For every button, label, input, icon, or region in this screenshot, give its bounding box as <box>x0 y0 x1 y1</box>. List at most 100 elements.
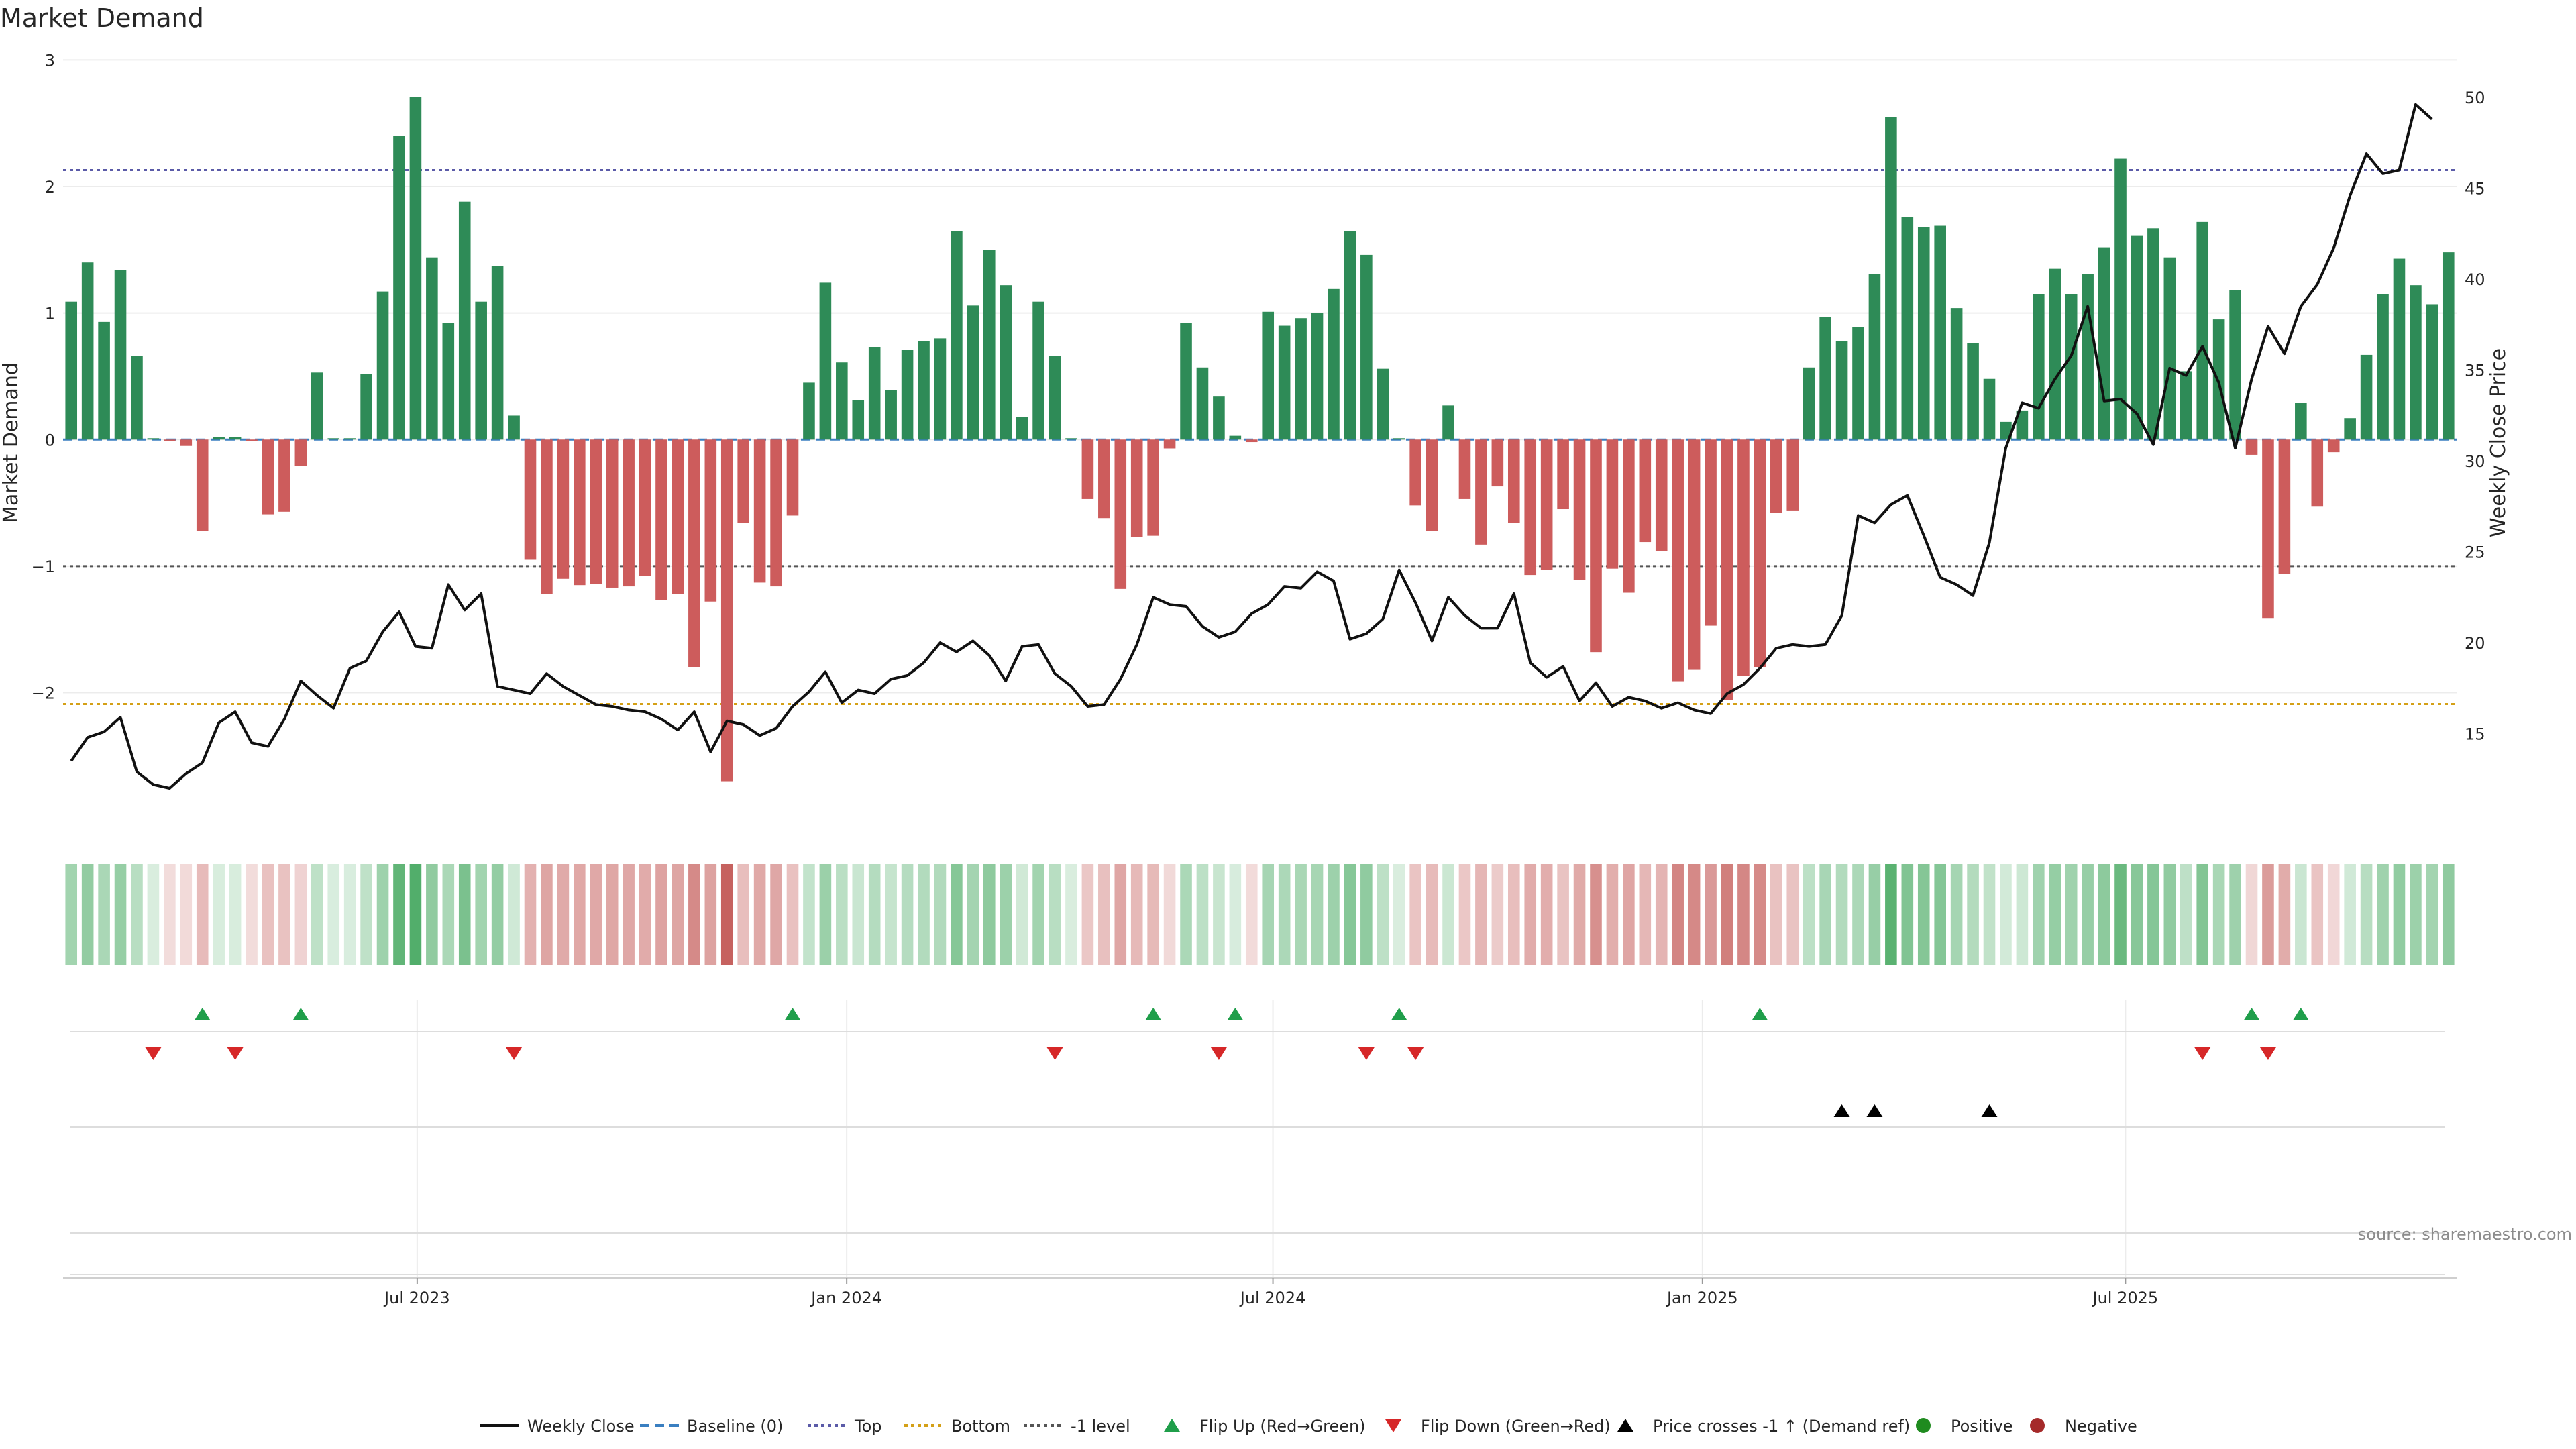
legend-label: Positive <box>1951 1417 2013 1436</box>
heat-cell <box>1180 864 1192 965</box>
heat-cell <box>65 864 78 965</box>
demand-bar <box>2344 418 2356 440</box>
legend-item: Bottom <box>904 1417 1010 1436</box>
heat-cell <box>1114 864 1127 965</box>
demand-bar <box>2147 228 2159 440</box>
weekly-close-line <box>70 103 2433 790</box>
demand-bar <box>508 415 520 440</box>
heat-cell <box>590 864 602 965</box>
y-tick-label: 0 <box>45 431 55 449</box>
heat-cell <box>2114 864 2127 965</box>
legend-item: Price crosses -1 ↑ (Demand ref) <box>1617 1417 1910 1436</box>
demand-bar <box>2327 439 2340 453</box>
flip-up-marker <box>1752 1008 1768 1020</box>
demand-bar <box>1590 439 1602 653</box>
demand-bar <box>2295 402 2307 440</box>
demand-bar <box>2410 285 2422 440</box>
demand-bar <box>1458 439 1471 499</box>
demand-bar <box>1098 439 1110 519</box>
demand-bar <box>2033 294 2045 440</box>
flip-down-marker <box>1210 1047 1227 1060</box>
demand-bar <box>852 400 865 440</box>
heat-cell <box>1672 864 1684 965</box>
heat-cell <box>2000 864 2012 965</box>
heat-cell <box>98 864 110 965</box>
y-tick-label: 1 <box>45 305 55 323</box>
demand-bar <box>1737 439 1750 676</box>
heat-cell <box>278 864 290 965</box>
demand-bar <box>704 439 717 602</box>
heat-cell <box>393 864 405 965</box>
heat-cell <box>1737 864 1750 965</box>
demand-bar <box>1917 227 1930 440</box>
demand-bar <box>409 97 422 440</box>
heat-cell <box>1803 864 1815 965</box>
demand-bar <box>213 437 225 440</box>
heat-cell <box>311 864 323 965</box>
heat-cell <box>1852 864 1864 965</box>
flip-down-markers <box>145 1047 2276 1060</box>
heat-cell <box>1507 864 1520 965</box>
flip-down-marker <box>506 1047 523 1060</box>
heat-cell <box>1786 864 1799 965</box>
demand-bar <box>2114 158 2127 440</box>
demand-bar <box>426 257 438 440</box>
demand-bar <box>1229 435 1242 440</box>
heat-cell <box>147 864 160 965</box>
y-axis-ticks: 3 2 1 0 −1 −2 <box>32 51 55 702</box>
demand-bar <box>1163 439 1176 449</box>
demand-bar <box>1507 439 1520 523</box>
flip-up-marker <box>292 1008 309 1020</box>
heat-cell <box>2311 864 2324 965</box>
demand-bar <box>81 262 94 440</box>
demand-bar <box>1819 317 1831 440</box>
legend-item: Positive <box>1916 1417 2013 1436</box>
flip-down-marker <box>145 1047 162 1060</box>
price-line-group <box>70 103 2433 790</box>
heat-cell <box>1705 864 1717 965</box>
demand-bar <box>1278 325 1291 440</box>
demand-bar <box>1196 367 1209 440</box>
flip-up-marker <box>1227 1008 1244 1020</box>
legend-label: Top <box>854 1417 882 1436</box>
heat-cell <box>2344 864 2356 965</box>
demand-bar <box>1475 439 1487 545</box>
demand-bar <box>1344 231 1356 440</box>
demand-bar <box>491 266 504 440</box>
legend-label: Negative <box>2065 1417 2137 1436</box>
legend-label: Bottom <box>951 1417 1010 1436</box>
demand-bar <box>1032 301 1044 440</box>
heat-cell <box>1967 864 1979 965</box>
demand-bar <box>2016 410 2029 440</box>
demand-bar <box>2212 319 2225 440</box>
demand-bar <box>1835 341 1848 440</box>
demand-bar <box>114 270 127 440</box>
demand-bar <box>1770 439 1782 513</box>
flip-down-marker <box>1407 1047 1424 1060</box>
legend-item: Top <box>808 1417 882 1436</box>
flip-up-marker <box>1391 1008 1407 1020</box>
heat-cell <box>1606 864 1619 965</box>
flip-up-marker <box>194 1008 211 1020</box>
heat-cell <box>2180 864 2192 965</box>
demand-bar <box>1852 327 1864 440</box>
demand-bar <box>1377 368 1389 440</box>
heat-cell <box>1163 864 1176 965</box>
heat-cell <box>2131 864 2143 965</box>
heat-cell <box>606 864 619 965</box>
heat-cell <box>2410 864 2422 965</box>
source-note: source: sharemaestro.com <box>2358 1225 2572 1244</box>
demand-bar <box>1065 438 1077 440</box>
heat-cell <box>786 864 799 965</box>
demand-bar <box>951 231 963 440</box>
heat-cell <box>246 864 258 965</box>
heat-cell <box>1081 864 1094 965</box>
heat-cell <box>1590 864 1602 965</box>
demand-bar <box>2098 247 2110 440</box>
legend-swatch <box>1164 1419 1180 1432</box>
legend-item: Flip Up (Red→Green) <box>1164 1417 1366 1436</box>
price-cross-marker <box>1981 1104 1998 1117</box>
heat-cell <box>1328 864 1340 965</box>
